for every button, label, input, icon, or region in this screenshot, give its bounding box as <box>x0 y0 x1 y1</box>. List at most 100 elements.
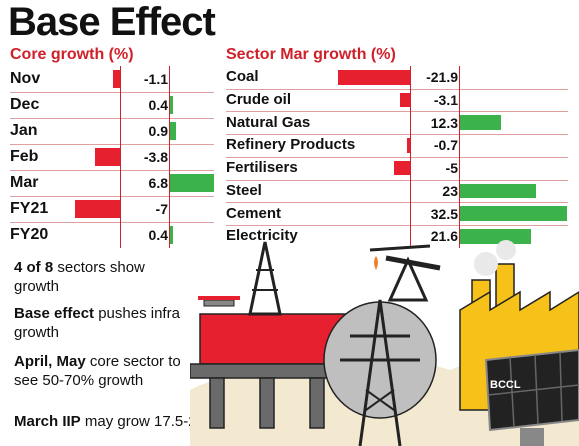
table-row: FY21 -7 <box>0 196 218 222</box>
row-divider <box>226 224 568 226</box>
bar-positive <box>460 115 501 131</box>
pump-jack-icon <box>369 244 441 302</box>
solar-panel-icon <box>484 348 579 446</box>
table-row: Jan 0.9 <box>0 118 218 144</box>
bar-negative <box>112 70 120 88</box>
bar-negative <box>95 148 120 166</box>
data-label: -0.7 <box>433 137 458 154</box>
table-row: Dec 0.4 <box>0 92 218 118</box>
data-label: 6.8 <box>148 175 168 191</box>
bar-negative <box>393 160 410 176</box>
value-divider-line <box>459 66 460 248</box>
sector-growth-title: Sector Mar growth (%) <box>226 46 396 63</box>
row-label: Cement <box>226 204 282 222</box>
row-divider <box>226 202 568 204</box>
row-label: Feb <box>10 148 39 165</box>
row-label: Steel <box>226 181 262 199</box>
note-base-effect: Base effect pushes infra growth <box>14 304 184 342</box>
row-label: Nov <box>10 70 41 87</box>
row-label: FY21 <box>10 200 49 217</box>
row-divider <box>226 156 568 158</box>
row-label: Crude oil <box>226 91 292 109</box>
row-label: Natural Gas <box>226 113 311 131</box>
note-march-iip: March IIP may grow 17.5-25% <box>14 412 274 431</box>
table-row: Electricity 21.6 <box>220 224 572 248</box>
row-label: Fertilisers <box>226 159 298 177</box>
row-divider <box>226 134 568 136</box>
row-divider <box>226 88 568 90</box>
note-1-bold: 4 of 8 <box>14 259 54 276</box>
note-4-text: may grow 17.5-25% <box>80 413 219 430</box>
data-label: -1.1 <box>143 71 168 87</box>
row-divider <box>226 179 568 181</box>
table-row: Natural Gas 12.3 <box>220 111 572 134</box>
row-label: Dec <box>10 96 40 113</box>
data-label: 32.5 <box>430 205 458 222</box>
bar-positive <box>170 122 176 140</box>
bar-negative <box>74 200 120 218</box>
note-april-may: April, May core sector to see 50-70% gro… <box>14 352 204 390</box>
row-divider <box>226 111 568 113</box>
note-1-text: sectors show growth <box>14 259 145 295</box>
bar-positive <box>170 96 173 114</box>
industry-illustration: BCCL <box>190 240 579 446</box>
row-label: Electricity <box>226 227 298 245</box>
row-label: Mar <box>10 174 39 191</box>
note-4-bold: March IIP <box>14 413 81 430</box>
table-row: FY20 0.4 <box>0 222 218 248</box>
row-divider <box>10 118 214 119</box>
row-label: FY20 <box>10 226 49 243</box>
table-row: Fertilisers -5 <box>220 156 572 180</box>
bar-positive <box>460 228 532 244</box>
note-2-bold: Base effect <box>14 305 95 322</box>
table-row: Coal -21.9 <box>220 66 572 89</box>
note-3-bold: April, May <box>14 353 86 370</box>
zero-axis-line <box>410 66 411 248</box>
bar-positive <box>170 174 215 192</box>
sector-growth-table: Coal -21.9 Crude oil -3.1 Natural Gas 12.3 Ref… <box>220 66 575 248</box>
data-label: 0.4 <box>148 227 168 243</box>
data-label: -21.9 <box>426 69 458 86</box>
note-3-text: core sector to see 50-70% growth <box>14 353 181 389</box>
page-title: Base Effect <box>8 0 216 44</box>
note-sectors-growth: 4 of 8 sectors show growth <box>14 258 194 296</box>
data-label: -5 <box>445 160 458 177</box>
data-label: -3.1 <box>433 92 458 109</box>
core-growth-table: Nov -1.1 Dec 0.4 Jan 0.9 Feb -3.8 Mar 6.8 FY21 -7 FY… <box>0 66 220 248</box>
data-label: 21.6 <box>430 228 458 245</box>
row-divider <box>10 144 214 145</box>
table-row: Steel 23 <box>220 179 572 203</box>
table-row: Mar 6.8 <box>0 170 218 196</box>
table-row: Cement 32.5 <box>220 202 572 225</box>
power-tower-icon <box>323 299 437 446</box>
table-row: Crude oil -3.1 <box>220 88 572 112</box>
data-label: -7 <box>155 201 168 217</box>
watermark-text: BCCL <box>490 379 521 391</box>
row-label: Jan <box>10 122 38 139</box>
table-row: Nov -1.1 <box>0 66 218 92</box>
table-row: Refinery Products -0.7 <box>220 134 572 157</box>
row-divider <box>10 222 214 223</box>
data-label: -3.8 <box>143 149 168 165</box>
zero-axis-line <box>120 66 121 248</box>
data-label: 23 <box>442 182 458 199</box>
data-label: 12.3 <box>430 114 458 131</box>
bar-negative <box>337 70 410 85</box>
table-row: Feb -3.8 <box>0 144 218 170</box>
row-divider <box>10 92 214 93</box>
bar-negative <box>407 138 410 153</box>
data-label: 0.9 <box>148 123 168 139</box>
oil-rig-icon <box>190 241 361 429</box>
bar-positive <box>170 226 173 244</box>
core-growth-title: Core growth (%) <box>10 46 134 63</box>
value-divider-line <box>169 66 170 248</box>
data-label: 0.4 <box>148 97 168 113</box>
row-label: Coal <box>226 68 259 86</box>
bar-negative <box>399 92 410 108</box>
bar-positive <box>460 206 568 221</box>
row-divider <box>10 196 214 197</box>
note-2-text: pushes infra growth <box>14 305 180 341</box>
bar-positive <box>460 183 536 199</box>
row-label: Refinery Products <box>226 136 356 154</box>
row-divider <box>10 170 214 171</box>
